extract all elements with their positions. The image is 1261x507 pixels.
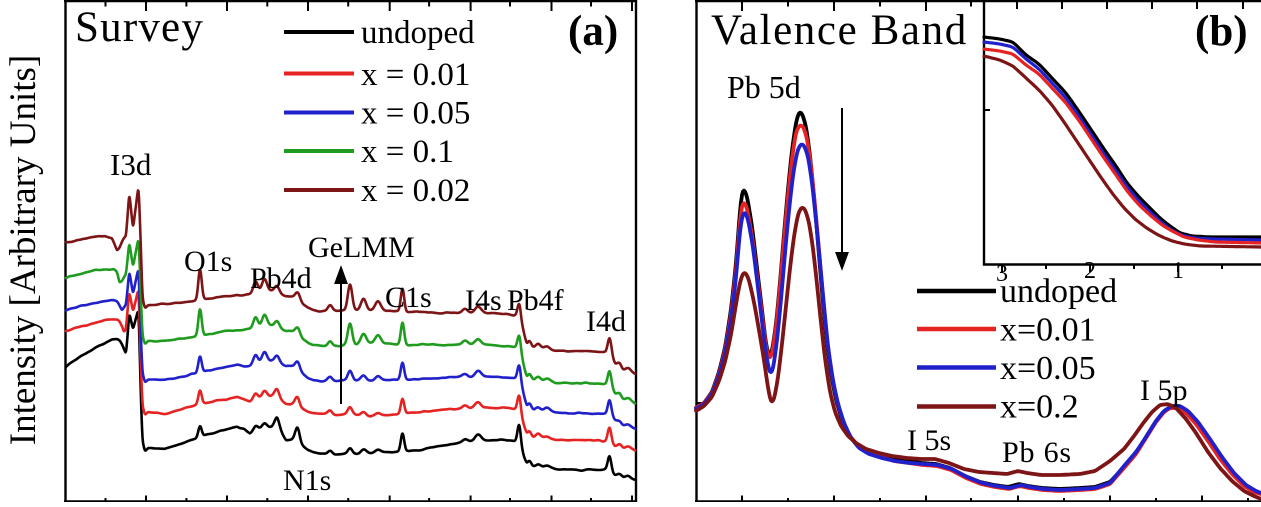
svg-text:Pb4f: Pb4f bbox=[507, 284, 564, 317]
svg-text:GeLMM: GeLMM bbox=[308, 231, 415, 264]
svg-text:x=0.2: x=0.2 bbox=[1000, 389, 1079, 426]
svg-text:Pb4d: Pb4d bbox=[250, 262, 312, 295]
svg-text:(a): (a) bbox=[568, 8, 618, 55]
svg-text:undoped: undoped bbox=[1000, 273, 1117, 310]
svg-text:Pb 6s: Pb 6s bbox=[1002, 436, 1072, 469]
svg-text:O1s: O1s bbox=[184, 245, 232, 278]
svg-text:2: 2 bbox=[1084, 258, 1096, 284]
svg-text:x = 0.02: x = 0.02 bbox=[361, 173, 470, 209]
svg-text:x=0.05: x=0.05 bbox=[1000, 350, 1096, 387]
svg-text:x = 0.01: x = 0.01 bbox=[361, 57, 470, 93]
svg-text:1: 1 bbox=[1172, 258, 1184, 284]
svg-text:Survey: Survey bbox=[75, 4, 204, 51]
svg-text:x = 0.1: x = 0.1 bbox=[361, 134, 454, 170]
svg-text:3: 3 bbox=[996, 261, 1008, 287]
svg-text:I 5p: I 5p bbox=[1140, 374, 1188, 407]
svg-text:Pb 5d: Pb 5d bbox=[727, 69, 801, 105]
svg-text:x=0.01: x=0.01 bbox=[1000, 312, 1096, 349]
svg-text:I4s: I4s bbox=[465, 284, 502, 317]
svg-text:(b): (b) bbox=[1195, 8, 1248, 55]
svg-text:Valence Band: Valence Band bbox=[711, 7, 968, 54]
svg-text:I 5s: I 5s bbox=[907, 424, 951, 457]
svg-text:C1s: C1s bbox=[385, 281, 432, 314]
svg-text:Intensity [Arbitrary Units]: Intensity [Arbitrary Units] bbox=[3, 55, 44, 445]
svg-text:undoped: undoped bbox=[361, 15, 475, 51]
svg-text:I4d: I4d bbox=[586, 305, 626, 338]
svg-text:N1s: N1s bbox=[283, 464, 331, 497]
svg-text:I3d: I3d bbox=[110, 147, 152, 182]
svg-text:x = 0.05: x = 0.05 bbox=[361, 96, 470, 132]
